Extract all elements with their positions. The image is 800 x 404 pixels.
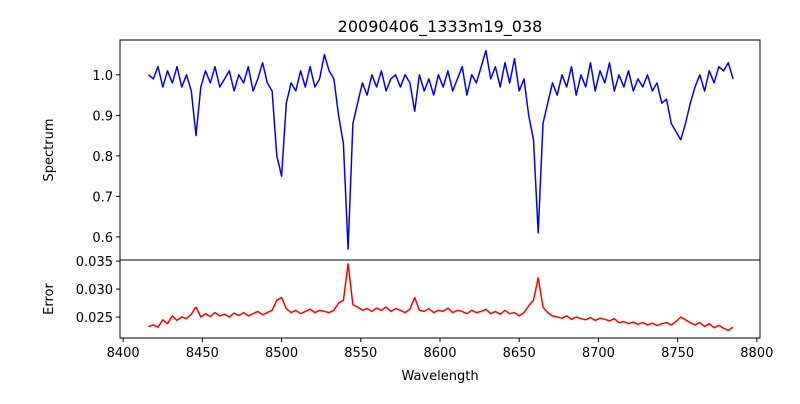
- xtick-label: 8700: [582, 346, 615, 361]
- error-series-line: [148, 263, 734, 332]
- spectrum-ytick-label: 0.6: [92, 231, 113, 246]
- error-ytick-label: 0.030: [76, 283, 113, 298]
- spectrum-ytick-label: 0.7: [92, 190, 113, 205]
- xtick-label: 8550: [344, 346, 377, 361]
- error-axes-frame: [119, 259, 761, 339]
- x-axis-label: Wavelength: [401, 369, 478, 384]
- xtick-label: 8650: [503, 346, 536, 361]
- xtick-label: 8800: [740, 346, 773, 361]
- xtick-label: 8500: [265, 346, 298, 361]
- spectrum-ytick-label: 0.9: [92, 109, 113, 124]
- error-ytick-label: 0.025: [76, 311, 113, 326]
- spectrum-ytick-label: 0.8: [92, 150, 113, 165]
- xtick-label: 8450: [186, 346, 219, 361]
- spectrum-series-line: [148, 49, 734, 250]
- spectrum-ytick-label: 1.0: [92, 69, 113, 84]
- xtick-label: 8400: [107, 346, 140, 361]
- chart-title: 20090406_1333m19_038: [338, 17, 543, 37]
- error-panel: 0.025 0.030 0.035 8400 8450 8500 8550 8600 8650 8…: [76, 255, 774, 361]
- y-axis-label-spectrum: Spectrum: [42, 119, 57, 182]
- error-ytick-label: 0.035: [76, 255, 113, 270]
- xtick-label: 8750: [661, 346, 694, 361]
- y-axis-label-error: Error: [42, 283, 57, 315]
- spectrum-panel: 0.6 0.7 0.8 0.9 1.0: [92, 39, 761, 261]
- xtick-label: 8600: [423, 346, 456, 361]
